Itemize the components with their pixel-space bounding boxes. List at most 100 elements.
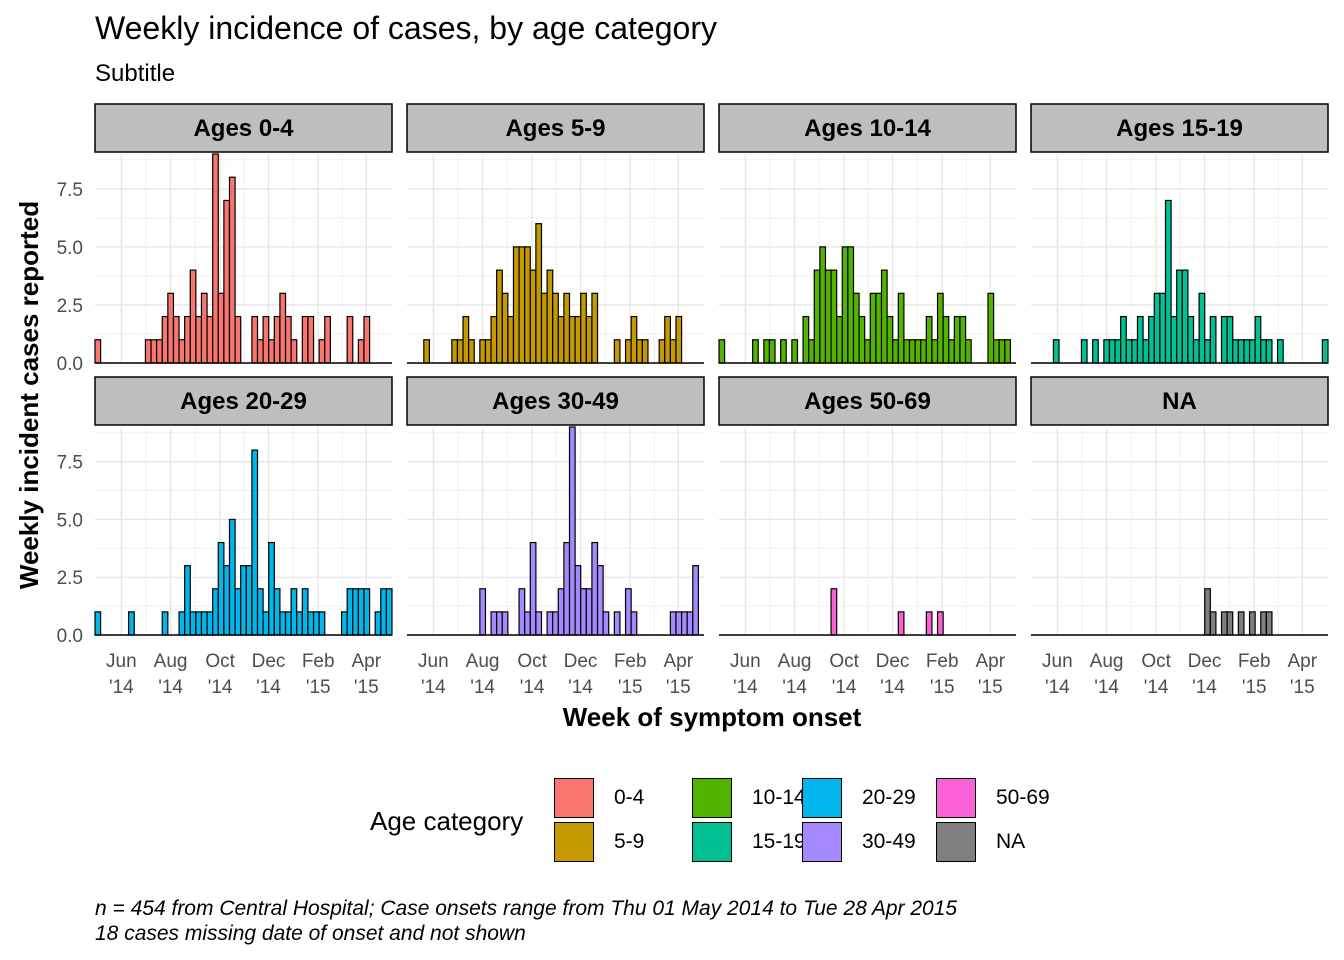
bar [346,315,354,364]
x-tick-label: Oct [517,651,547,672]
bar [296,611,303,636]
bar [669,611,677,636]
x-tick-label: '15 [354,677,379,698]
bar [178,611,186,636]
bar [1204,588,1211,636]
bar [156,339,163,364]
bar [613,611,621,636]
legend-label: 5-9 [614,830,645,853]
bar [1148,315,1155,364]
bar [178,339,186,364]
x-tick-label: Apr [663,651,693,672]
x-tick-label: Apr [975,651,1005,672]
y-tick-label: 0.0 [57,354,83,375]
bar [830,269,838,364]
bar [1226,611,1234,636]
facet-strip [718,376,1017,426]
bar [217,292,225,364]
x-tick-label: '14 [880,677,905,698]
bar [802,315,810,364]
facet-strip-label: NA [1162,388,1197,415]
bar [925,611,933,636]
bar [301,315,309,364]
y-tick-label: 0.0 [57,626,83,647]
bar [1321,339,1329,364]
bar [251,315,259,364]
bar [959,315,967,364]
x-tick-label: Oct [205,651,235,672]
bar [496,611,503,636]
bar [512,246,520,364]
facet-strip [94,376,393,426]
bar [1237,611,1245,636]
bar [524,611,531,636]
bar [1159,292,1167,364]
bar [602,611,610,636]
x-tick-label: '15 [618,677,643,698]
bar [557,588,565,636]
x-tick-label: Aug [466,651,500,672]
bar [518,246,526,364]
x-tick-label: '15 [306,677,331,698]
bar [256,339,264,364]
bar [251,449,259,636]
x-tick-label: '14 [1144,677,1169,698]
bar [847,246,855,364]
x-tick-label: Dec [564,651,598,672]
bar [1209,611,1217,636]
bar [1220,315,1228,364]
x-tick-label: Aug [154,651,188,672]
bar [808,339,815,364]
bar [507,315,515,364]
bar [256,588,264,636]
x-tick-label: Feb [302,651,335,672]
bar [268,339,275,364]
legend-swatch [554,822,594,862]
x-tick-label: '14 [832,677,857,698]
bar [1265,611,1273,636]
bar [813,269,821,364]
bar [223,199,231,364]
facet-strip-label: Ages 30-49 [492,388,619,415]
bar [692,565,699,636]
legend-label: 20-29 [862,786,916,809]
legend-swatch [692,822,732,862]
x-tick-label: '15 [666,677,691,698]
bar [1103,339,1111,364]
x-tick-label: Aug [778,651,812,672]
bar [184,315,191,364]
bar [563,292,571,364]
bar [501,292,509,364]
bar [284,611,292,636]
x-tick-label: '15 [930,677,955,698]
bar [596,565,604,636]
bar [290,588,298,636]
bar [380,588,387,636]
x-tick-label: '14 [256,677,281,698]
bar [936,292,944,364]
x-tick-label: Feb [1238,651,1271,672]
bar [206,611,214,636]
bar [752,339,759,364]
x-tick-label: '14 [421,677,446,698]
bar [875,292,883,364]
y-tick-label: 7.5 [57,453,83,474]
bar [886,315,894,364]
legend-label: 30-49 [862,830,916,853]
legend-swatch [802,778,842,818]
bar [307,315,315,364]
bar [1142,339,1150,364]
y-axis-title: Weekly incident cases reported [14,201,44,589]
bar [357,339,365,364]
bar [451,339,459,364]
bar [630,315,638,364]
x-tick-label: '14 [1192,677,1217,698]
bar [1114,339,1122,364]
bar [484,339,492,364]
bar [1092,339,1099,364]
bar [1187,315,1195,364]
bar [284,315,292,364]
x-tick-label: '14 [568,677,593,698]
x-tick-label: '14 [158,677,183,698]
x-tick-label: '15 [1242,677,1267,698]
